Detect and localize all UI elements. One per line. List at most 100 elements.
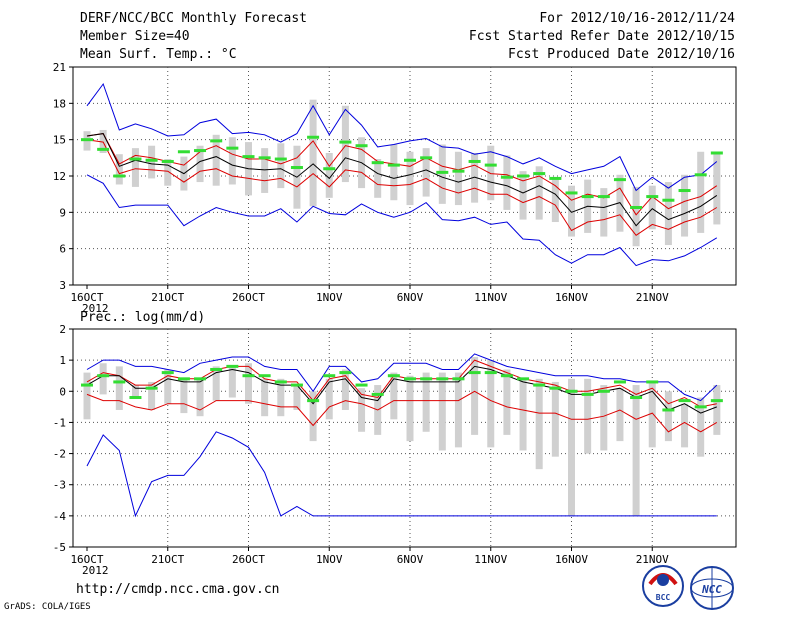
x-tick-label: 21NOV — [636, 291, 669, 304]
spread-bar — [519, 378, 527, 451]
spread-bar — [438, 144, 446, 204]
spread-bar — [503, 369, 511, 435]
spread-bar — [471, 152, 479, 203]
obs-marker — [129, 157, 142, 161]
obs-marker — [129, 396, 142, 400]
x-tick-label: 26OCT — [232, 291, 265, 304]
x-tick-label: 16NOV — [555, 291, 588, 304]
spread-bar — [422, 372, 430, 432]
spread-bar — [212, 366, 220, 401]
spread-bar — [390, 144, 398, 201]
obs-marker — [242, 374, 255, 378]
obs-marker — [533, 172, 546, 176]
obs-marker — [436, 377, 449, 381]
obs-marker — [678, 399, 691, 403]
x-tick-label: 11NOV — [474, 553, 507, 566]
precipitation-panel: -5 -4 -3 -2 -1 0 1 2 16OCT 21OCT 26OCT 1NOV 6NOV 11NO… — [53, 310, 737, 577]
obs-marker — [646, 195, 659, 199]
obs-marker — [226, 146, 239, 150]
obs-marker — [307, 135, 320, 139]
variable-label: Mean Surf. Temp.: °C — [80, 47, 237, 62]
spread-bar — [406, 151, 414, 206]
obs-marker — [194, 149, 207, 153]
obs-marker — [161, 371, 174, 375]
obs-marker — [323, 374, 336, 378]
obs-marker — [113, 380, 126, 384]
obs-marker — [194, 377, 207, 381]
series-max — [86, 82, 718, 192]
obs-marker — [339, 371, 352, 375]
obs-marker — [371, 161, 384, 165]
spread-bar — [454, 151, 462, 206]
spread-bar — [148, 145, 156, 179]
series-mean — [86, 365, 717, 414]
spread-bar — [325, 378, 333, 420]
spread-bar — [325, 152, 333, 198]
chart-title: DERF/NCC/BCC Monthly Forecast — [80, 11, 307, 26]
obs-marker — [161, 159, 174, 163]
logo-ncc: NCC — [690, 566, 734, 610]
obs-marker — [678, 189, 691, 193]
spread-bar — [341, 369, 349, 410]
obs-marker — [613, 178, 626, 182]
obs-marker — [500, 175, 513, 179]
spread-bar — [212, 134, 220, 186]
spread-bar — [261, 378, 269, 417]
source-url[interactable]: http://cmdp.ncc.cma.gov.cn — [76, 582, 280, 597]
spread-bar — [568, 378, 575, 516]
logo-bcc-text: BCC — [656, 593, 671, 602]
obs-marker — [549, 386, 562, 390]
obs-marker — [242, 155, 255, 159]
obs-marker — [404, 377, 416, 381]
obs-marker — [694, 173, 707, 177]
obs-marker — [145, 158, 158, 162]
obs-marker — [210, 367, 223, 371]
series-p_lower — [86, 139, 718, 236]
spread-bar — [293, 385, 301, 410]
obs-marker — [468, 159, 481, 163]
spread-bar — [697, 397, 705, 457]
spread-bar — [697, 151, 705, 233]
spread-bar — [648, 185, 656, 230]
x-tick-label: 11NOV — [474, 291, 507, 304]
obs-marker — [549, 176, 562, 180]
spread-bar — [471, 357, 479, 435]
x-tick-label: 21NOV — [636, 553, 669, 566]
spread-bar — [681, 174, 689, 237]
forecast-period: For 2012/10/16-2012/11/24 — [539, 11, 735, 26]
obs-marker — [581, 195, 594, 199]
y-tick-label: 0 — [59, 385, 66, 398]
obs-marker — [404, 158, 416, 162]
spread-bar — [535, 378, 543, 470]
obs-marker — [387, 374, 400, 378]
temperature-panel: 3 6 9 12 15 18 21 16OCT 21OCT 26OCT 1NOV 6NOV 11NOV 1… — [53, 61, 737, 315]
spread-bar — [99, 129, 107, 153]
obs-marker — [323, 167, 336, 171]
spread-bar — [245, 363, 252, 404]
spread-bar — [390, 372, 398, 420]
spread-bar — [164, 369, 172, 404]
spread-bar — [148, 381, 156, 410]
x-tick-label: 1NOV — [316, 291, 343, 304]
grads-credit: GrADS: COLA/IGES — [4, 602, 91, 612]
obs-marker — [113, 174, 126, 178]
spread-bar — [196, 145, 204, 183]
spread-bar — [374, 159, 382, 198]
spread-bar — [713, 151, 721, 225]
obs-marker — [436, 170, 449, 174]
y-tick-label: -5 — [53, 541, 66, 554]
obs-marker — [517, 377, 530, 381]
y-tick-label: 21 — [53, 61, 66, 74]
obs-marker — [500, 374, 513, 378]
spread-bar — [551, 178, 559, 223]
obs-marker — [630, 396, 643, 400]
obs-marker — [452, 377, 465, 381]
obs-marker — [355, 383, 368, 387]
obs-marker — [565, 389, 578, 393]
obs-marker — [81, 138, 93, 142]
spread-bar — [664, 391, 672, 442]
obs-marker — [452, 169, 465, 173]
series-p_upper — [86, 359, 717, 408]
obs-marker — [533, 383, 546, 387]
